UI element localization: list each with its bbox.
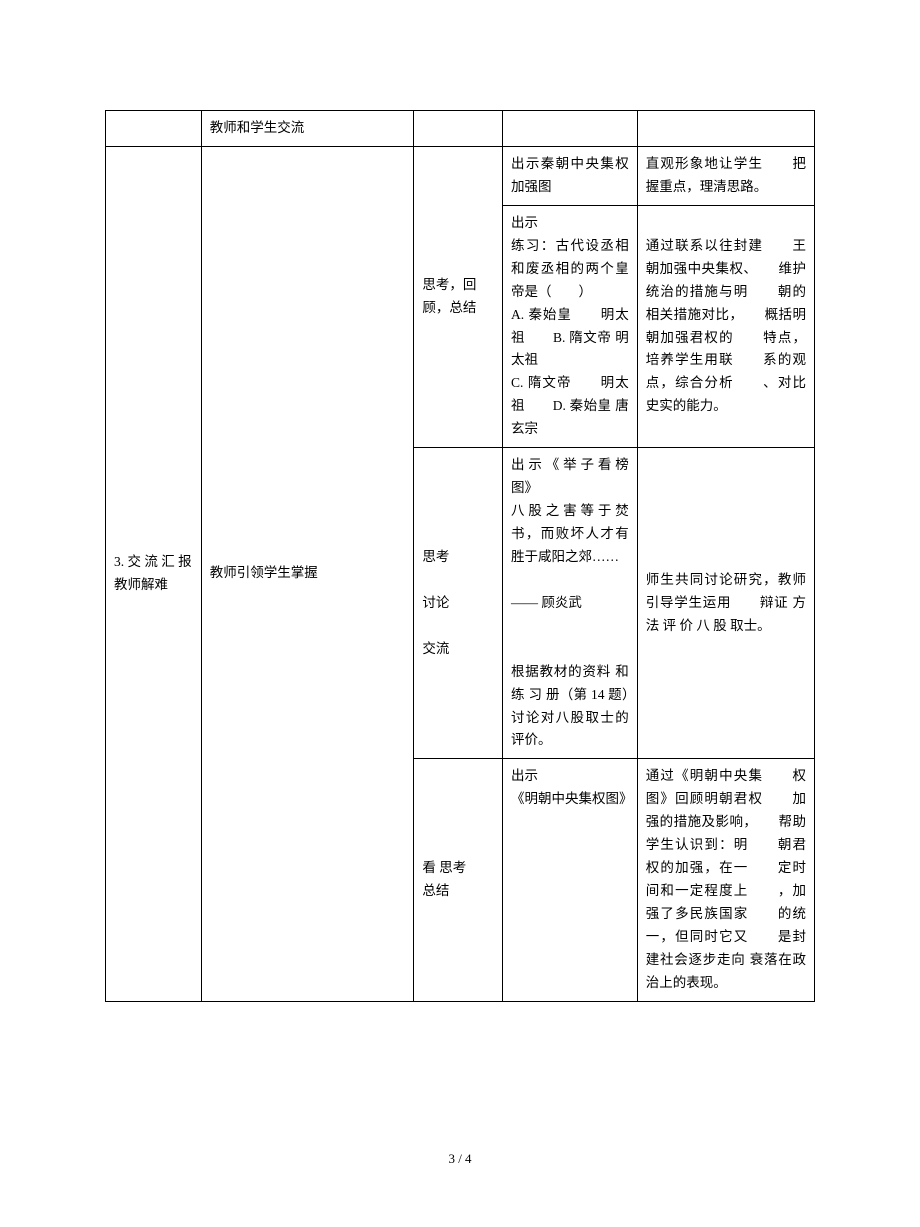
cell-material: 出示《举子看榜图》 八股之害等于焚书，而败坏人才有胜于咸阳之郊…… —— 顾炎武…	[503, 448, 638, 759]
cell-teacher-action: 教师引领学生掌握	[201, 146, 414, 1001]
cell-material: 出示 《明朝中央集权图》	[503, 759, 638, 1001]
table-row: 教师和学生交流	[106, 111, 815, 147]
cell	[414, 111, 503, 147]
page-content: 教师和学生交流 3. 交 流 汇 报 教师解难 教师引领学生掌握 思考，回顾，总…	[0, 0, 920, 1062]
cell-purpose: 直观形象地让学生 把握重点，理清思路。	[637, 146, 814, 205]
cell	[106, 111, 202, 147]
cell-student: 看 思考 总结	[414, 759, 503, 1001]
cell	[637, 111, 814, 147]
cell-purpose: 通过联系以往封建 王朝加强中央集权、 维护统治的措施与明 朝的相关措施对比， 概…	[637, 205, 814, 447]
table-row: 3. 交 流 汇 报 教师解难 教师引领学生掌握 思考，回顾，总结 出示秦朝中央…	[106, 146, 815, 205]
cell: 教师和学生交流	[201, 111, 414, 147]
cell-stage: 3. 交 流 汇 报 教师解难	[106, 146, 202, 1001]
cell-student: 思考 讨论 交流	[414, 448, 503, 759]
cell-purpose: 师生共同讨论研究，教师引导学生运用 辩证 方 法 评 价 八 股 取士。	[637, 448, 814, 759]
cell-material: 出示 练习：古代设丞相和废丞相的两个皇帝是（ ） A. 秦始皇 明太祖 B. 隋…	[503, 205, 638, 447]
cell-student: 思考，回顾，总结	[414, 146, 503, 447]
cell-purpose: 通过《明朝中央集 权图》回顾明朝君权 加强的措施及影响， 帮助学生认识到：明 朝…	[637, 759, 814, 1001]
cell-material: 出示秦朝中央集权加强图	[503, 146, 638, 205]
page-footer: 3 / 4	[0, 1151, 920, 1167]
lesson-plan-table: 教师和学生交流 3. 交 流 汇 报 教师解难 教师引领学生掌握 思考，回顾，总…	[105, 110, 815, 1002]
cell	[503, 111, 638, 147]
